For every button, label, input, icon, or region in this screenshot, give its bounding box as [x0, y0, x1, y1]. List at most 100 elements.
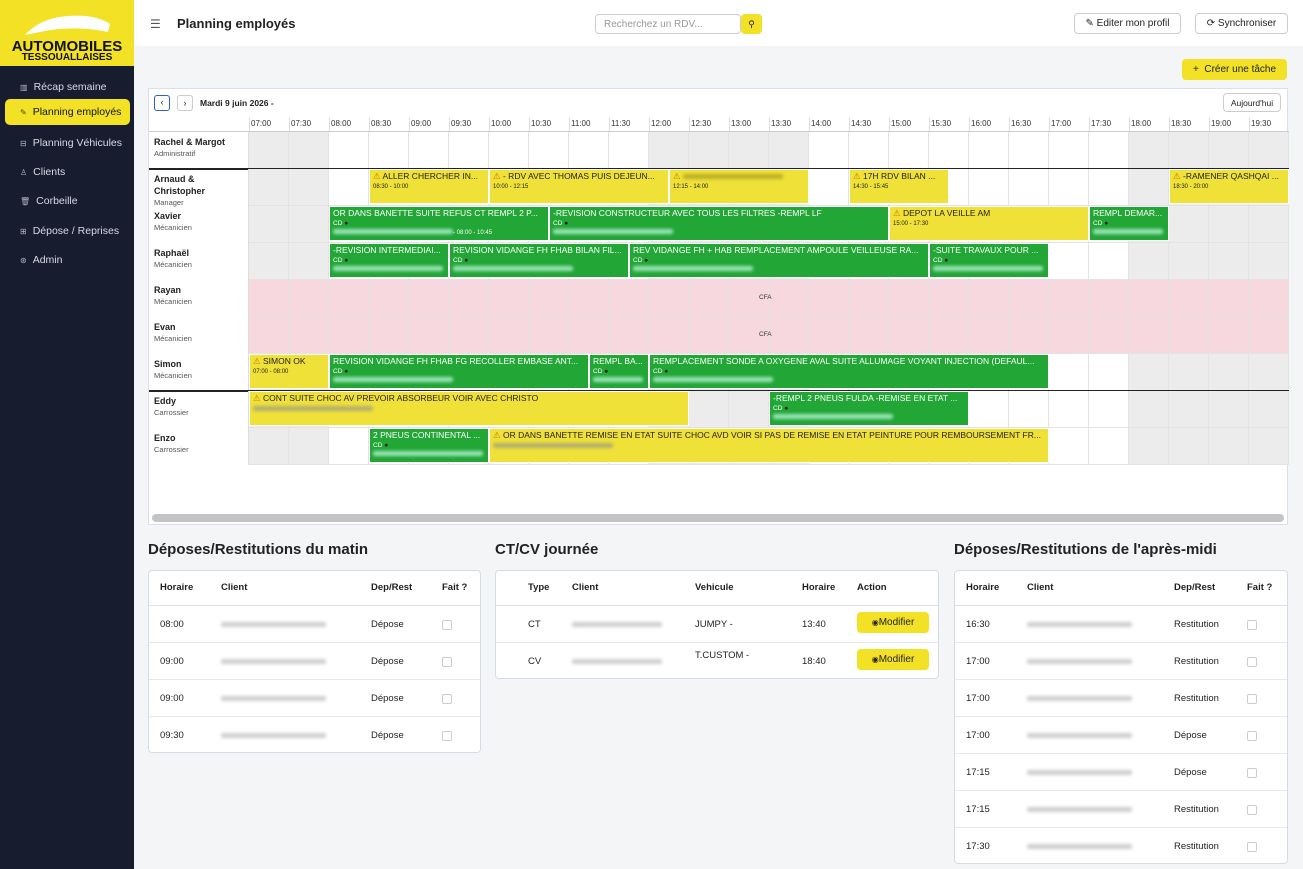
task-time: 10:00 - 12:15: [493, 184, 529, 190]
task-title: OR DANS BANETTE SUITE REFUS CT REMPL 2 P…: [333, 208, 545, 218]
grid-cell: [289, 243, 329, 280]
employee-role: Mécanicien: [154, 371, 192, 380]
done-checkbox[interactable]: [442, 657, 452, 667]
menu-item[interactable]: ⊟ Planning Véhicules: [5, 130, 130, 156]
type-cell: Dépose: [371, 656, 404, 667]
warning-icon: ⚠: [1173, 171, 1183, 181]
task[interactable]: ⚠ - RDV AVEC THOMAS PUIS DEJEUN... 10:00 …: [489, 169, 669, 204]
prev-button[interactable]: ‹: [154, 95, 170, 111]
search-button[interactable]: ⚲: [741, 14, 762, 34]
task[interactable]: ⚠ 17H RDV BILAN ... 14:30 - 15:45: [849, 169, 949, 204]
task-title: ⚠ -RAMENER QASHQAI ...: [1173, 171, 1285, 182]
menu-item[interactable]: 🗑 Corbeille: [5, 188, 130, 214]
task[interactable]: ⚠ 12:15 - 14:00: [669, 169, 809, 204]
task[interactable]: ⚠ ALLER CHERCHER IN... 08:30 - 10:00: [369, 169, 489, 204]
grid-cell: [1209, 354, 1249, 391]
logo[interactable]: AUTOMOBILES TESSOUALLAISES: [0, 0, 134, 66]
done-checkbox[interactable]: [1247, 731, 1257, 741]
menu-label: Corbeille: [36, 195, 78, 207]
time-divider: [1009, 118, 1010, 131]
time-label: 11:30: [611, 119, 631, 128]
menu-toggle[interactable]: ☰: [150, 17, 161, 31]
task-time: 14:30 - 15:45: [853, 184, 889, 190]
task[interactable]: REMPL DEMAR... CD ●: [1089, 206, 1169, 241]
grid-cell: [529, 317, 569, 354]
task[interactable]: REMPL BA... CD ●: [589, 354, 649, 389]
next-button[interactable]: ›: [177, 95, 193, 111]
grid-cell: [969, 391, 1009, 428]
task[interactable]: -SUITE TRAVAUX POUR ... CD ●: [929, 243, 1049, 278]
task[interactable]: ⚠ OR DANS BANETTE REMISE EN ETAT SUITE C…: [489, 428, 1049, 463]
task[interactable]: REMPLACEMENT SONDE A OXYGENE AVAL SUITE …: [649, 354, 1049, 389]
done-checkbox[interactable]: [1247, 805, 1257, 815]
task[interactable]: OR DANS BANETTE SUITE REFUS CT REMPL 2 P…: [329, 206, 549, 241]
type-cell: Dépose: [371, 693, 404, 704]
task[interactable]: REVISION VIDANGE FH FHAB BILAN FIL... CD …: [449, 243, 629, 278]
menu-item[interactable]: ⊛ Admin: [5, 247, 130, 273]
blurred-text: [572, 659, 662, 664]
task[interactable]: 2 PNEUS CONTINENTAL ... CD ●: [369, 428, 489, 463]
grid-cell: [1089, 428, 1129, 465]
grid-cell: [1249, 428, 1289, 465]
task-title: ⚠: [673, 171, 805, 182]
time-cell: 17:15: [966, 767, 990, 778]
task[interactable]: REV VIDANGE FH + HAB REMPLACEMENT AMPOUL…: [629, 243, 929, 278]
column-header: Fait ?: [442, 582, 468, 593]
grid-cell: [1169, 243, 1209, 280]
grid-cell: [569, 317, 609, 354]
modify-button[interactable]: ◉ Modifier: [857, 649, 929, 670]
sync-button[interactable]: ⟳ Synchroniser: [1195, 13, 1288, 34]
grid-cell: [1249, 280, 1289, 317]
done-checkbox[interactable]: [1247, 620, 1257, 630]
task[interactable]: ⚠ -RAMENER QASHQAI ... 18:30 - 20:00: [1169, 169, 1289, 204]
grid-cell: [769, 132, 809, 169]
task[interactable]: ⚠ CONT SUITE CHOC AV PREVOIR ABSORBEUR V…: [249, 391, 689, 426]
grid-cell: [289, 428, 329, 465]
edit-profile-button[interactable]: ✎ Editer mon profil: [1074, 13, 1181, 34]
time-cell: 09:00: [160, 693, 184, 704]
modify-button[interactable]: ◉ Modifier: [857, 612, 929, 633]
done-checkbox[interactable]: [442, 620, 452, 630]
grid-cell: [449, 132, 489, 169]
grid-cell: [969, 169, 1009, 206]
grid-cell: [1089, 132, 1129, 169]
grid-cell: [329, 317, 369, 354]
time-cell: 13:40: [802, 619, 826, 630]
task[interactable]: ⚠ DEPOT LA VEILLE AM 15:00 - 17:30: [889, 206, 1089, 241]
status-dot: ●: [602, 368, 609, 375]
today-button[interactable]: Aujourd'hui: [1223, 93, 1281, 112]
status-dot: ●: [462, 257, 469, 264]
task[interactable]: -REVISION CONSTRUCTEUR AVEC TOUS LES FIL…: [549, 206, 889, 241]
done-checkbox[interactable]: [1247, 657, 1257, 667]
section-title: Déposes/Restitutions du matin: [148, 541, 369, 558]
time-cell: 09:30: [160, 730, 184, 741]
done-checkbox[interactable]: [1247, 842, 1257, 852]
task[interactable]: -REVISION INTERMEDIAI... CD ●: [329, 243, 449, 278]
menu-item[interactable]: ▥ Récap semaine: [5, 74, 130, 100]
menu-item[interactable]: ♙ Clients: [5, 159, 130, 185]
task-title-text: REV VIDANGE FH + HAB REMPLACEMENT AMPOUL…: [633, 245, 919, 255]
create-task-button[interactable]: + Créer une tâche: [1182, 59, 1287, 80]
done-checkbox[interactable]: [442, 731, 452, 741]
employee-role: Administratif: [154, 149, 196, 158]
task-code: CD ●: [653, 368, 669, 375]
column-header: Client: [1027, 582, 1054, 593]
task-code: CD ●: [333, 220, 349, 227]
grid-cell: [649, 280, 689, 317]
task[interactable]: ⚠ SIMON OK 07:00 - 08:00: [249, 354, 329, 389]
row-line: [149, 679, 480, 680]
search-input[interactable]: Recherchez un RDV...: [595, 14, 741, 34]
menu-item[interactable]: ⊞ Dépose / Reprises: [5, 218, 130, 244]
done-checkbox[interactable]: [1247, 694, 1257, 704]
modify-label: Modifier: [878, 654, 915, 665]
row-line: [955, 716, 1287, 717]
menu-item[interactable]: ✎ Planning employés: [5, 99, 130, 125]
task-title: ⚠ 17H RDV BILAN ...: [853, 171, 945, 182]
scrollbar[interactable]: [152, 514, 1284, 522]
done-checkbox[interactable]: [1247, 768, 1257, 778]
task[interactable]: -REMPL 2 PNEUS FULDA -REMISE EN ETAT ...…: [769, 391, 969, 426]
time-label: 19:00: [1211, 119, 1232, 128]
grid-cell: [1089, 391, 1129, 428]
done-checkbox[interactable]: [442, 694, 452, 704]
task[interactable]: REVISION VIDANGE FH FHAB FG RECOLLER EMB…: [329, 354, 589, 389]
